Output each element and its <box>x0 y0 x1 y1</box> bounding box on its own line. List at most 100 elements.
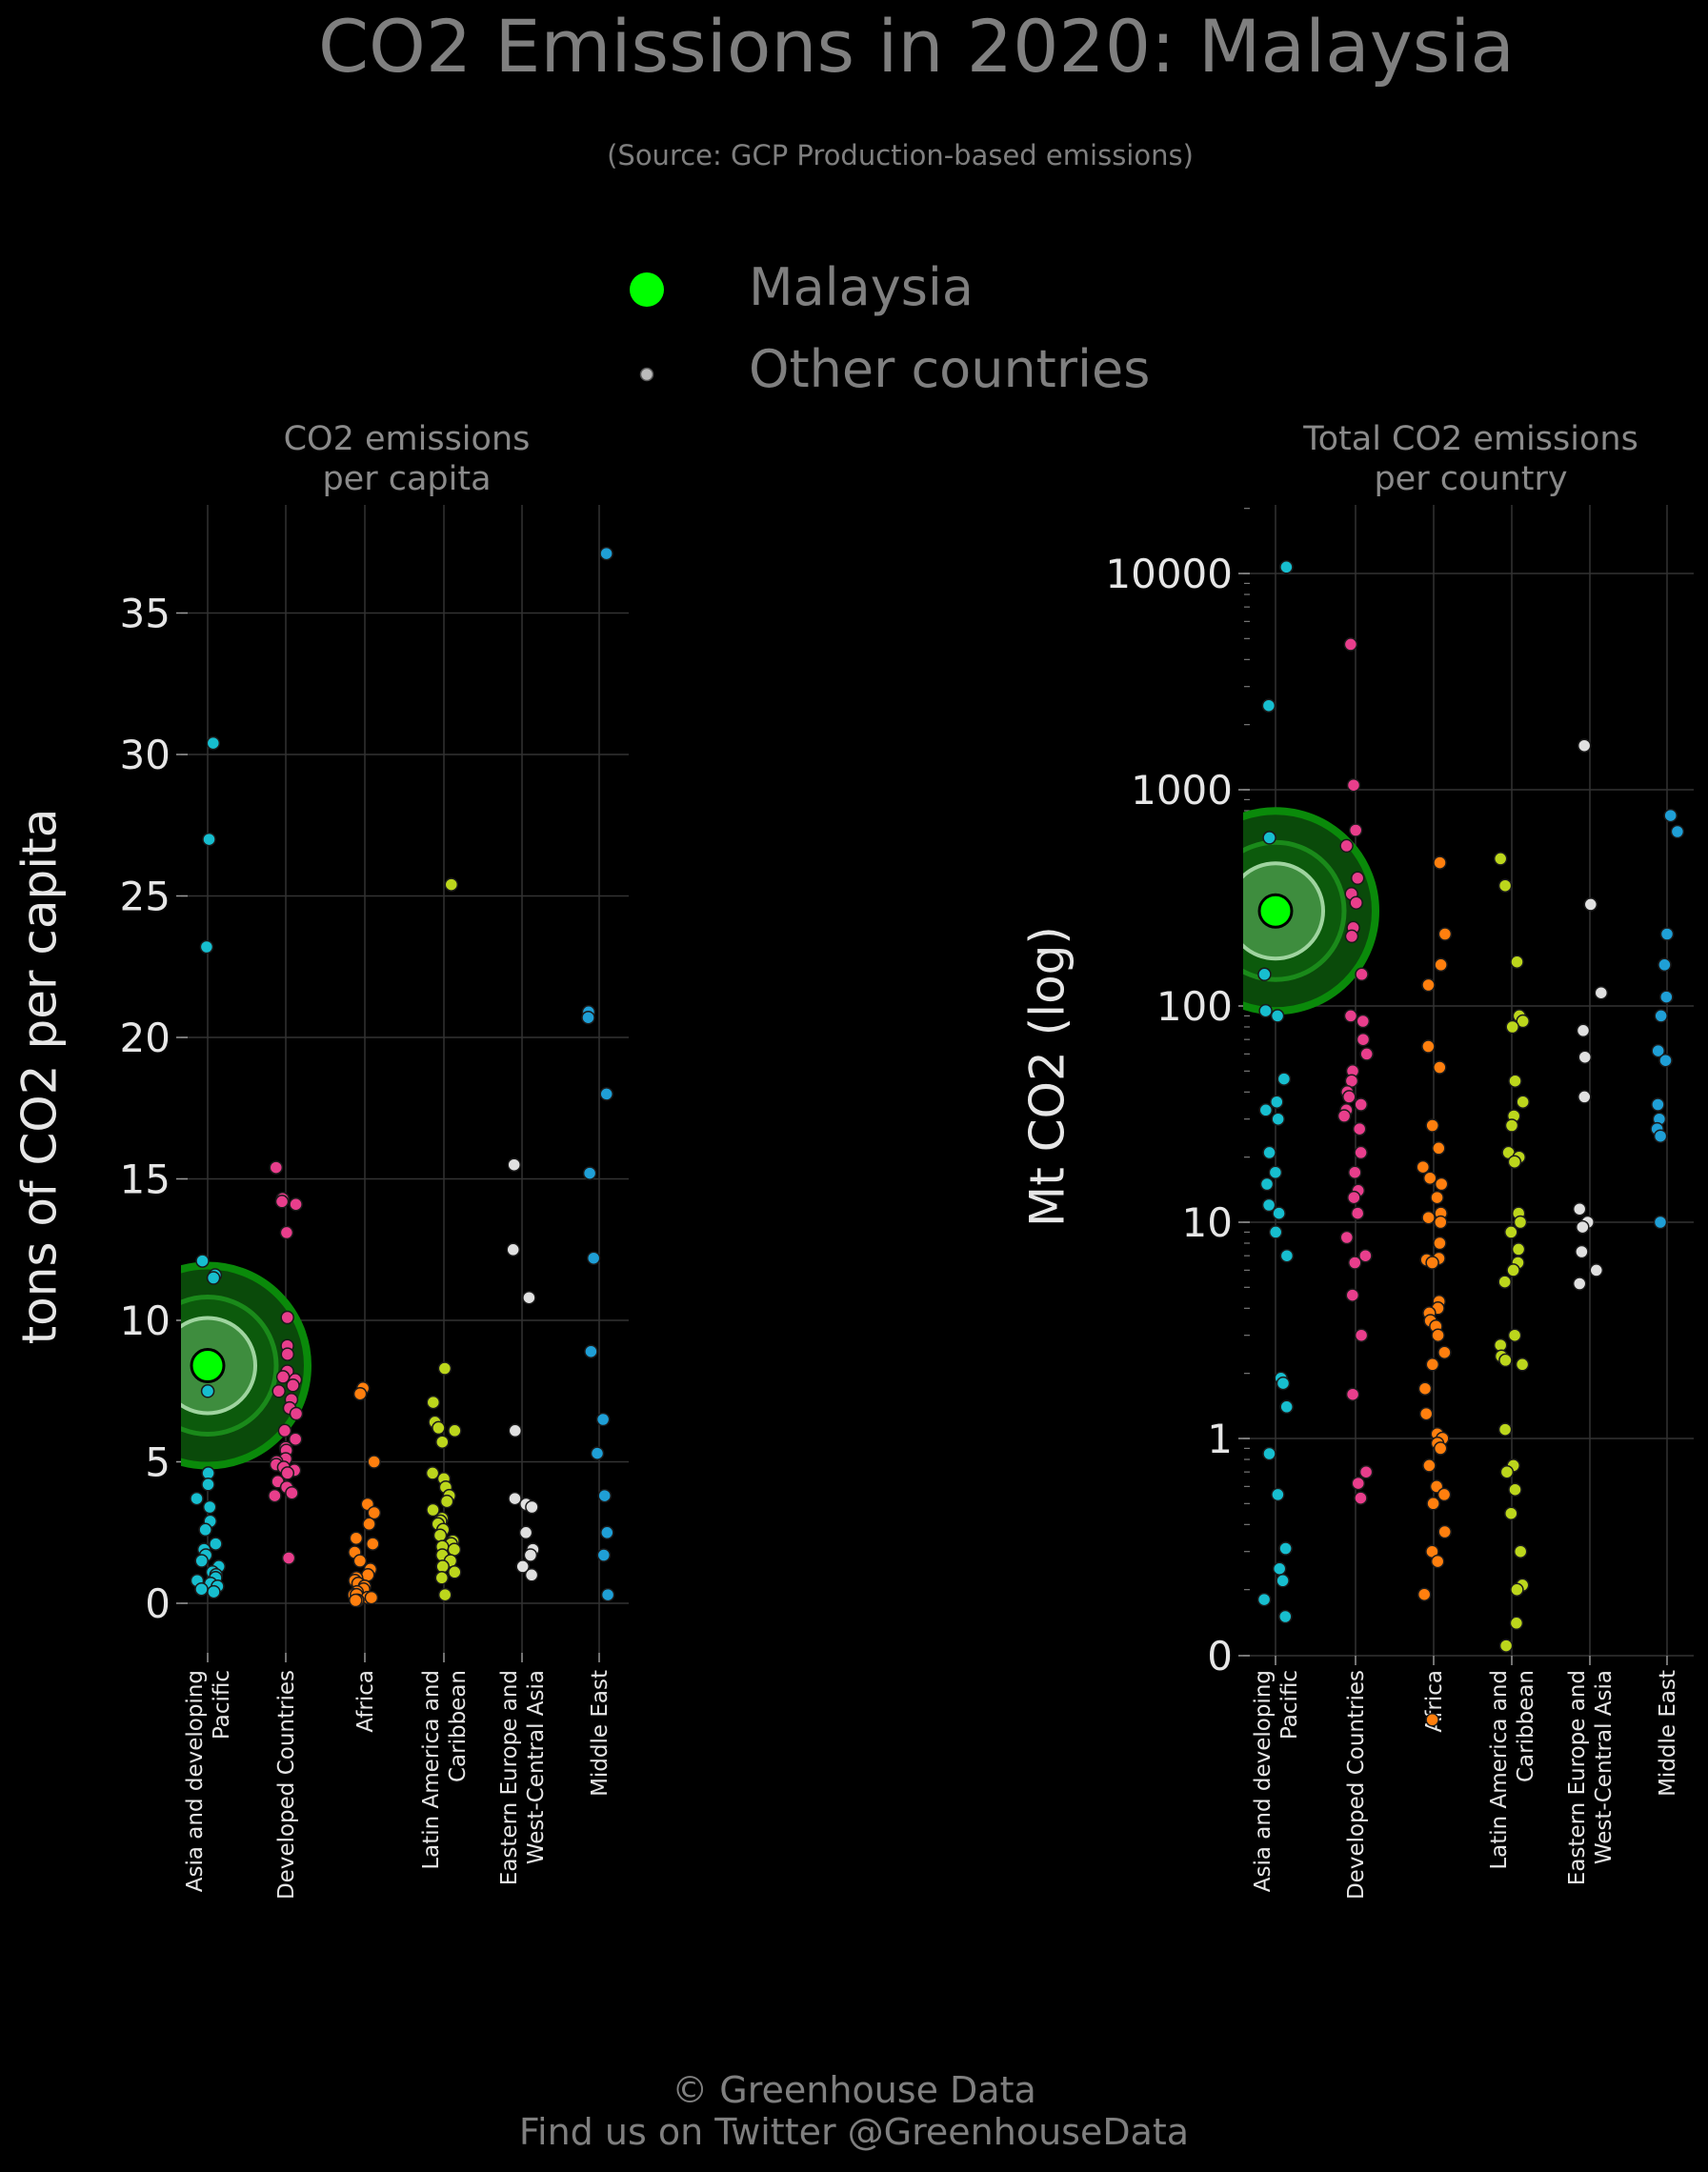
data-point <box>1504 1225 1518 1239</box>
data-point <box>439 1494 454 1509</box>
data-point <box>1437 1524 1452 1539</box>
y-tick-label: 25 <box>120 874 171 920</box>
data-point <box>1272 1206 1286 1220</box>
data-point <box>437 1361 452 1376</box>
data-point <box>1279 560 1294 574</box>
data-point <box>289 1406 304 1421</box>
data-point <box>508 1491 522 1506</box>
footer-twitter: Find us on Twitter @GreenhouseData <box>518 2111 1190 2153</box>
x-tick-label: Latin America andCaribbean <box>419 1670 471 1870</box>
y-axis-title: Mt CO2 (log) <box>1020 926 1075 1227</box>
data-point <box>1416 1159 1431 1175</box>
x-tick-label: Asia and developingPacific <box>183 1670 234 1892</box>
x-tick-label: Middle East <box>1656 1670 1680 1797</box>
data-point <box>600 1587 615 1602</box>
data-point <box>1348 1256 1362 1270</box>
y-axis-title: tons of CO2 per capita <box>12 809 68 1345</box>
data-point <box>425 1466 440 1480</box>
data-point <box>1279 1399 1294 1415</box>
data-point <box>285 1485 299 1500</box>
data-point <box>1576 1219 1590 1235</box>
data-point <box>1268 1225 1283 1239</box>
y-tick-label: 1 <box>1207 1416 1233 1462</box>
y-tick-label: 35 <box>120 591 171 637</box>
x-tick-label: Developed Countries <box>274 1670 299 1900</box>
data-point <box>590 1446 605 1460</box>
data-point <box>367 1505 382 1520</box>
y-tick-label: 10000 <box>1105 551 1233 597</box>
data-point <box>281 1551 296 1565</box>
data-point <box>515 1559 530 1574</box>
y-tick-label: 20 <box>120 1015 171 1061</box>
data-point <box>1348 823 1363 837</box>
data-point <box>1272 1561 1287 1576</box>
data-point <box>1336 1109 1352 1123</box>
data-point <box>190 1491 204 1506</box>
data-point <box>364 1590 379 1605</box>
data-point <box>1508 1482 1522 1497</box>
data-point <box>1497 878 1513 893</box>
data-point <box>1511 1242 1526 1257</box>
data-point <box>1354 1097 1368 1112</box>
data-point <box>1516 1095 1530 1109</box>
per-capita-chart: 0 5 10 15 20 25 30 35 tons of CO2 per capita Asia… <box>12 505 629 1900</box>
data-point <box>1433 1441 1448 1456</box>
data-point <box>1343 1009 1358 1023</box>
data-point <box>599 1087 613 1101</box>
data-point <box>194 1554 209 1568</box>
data-point <box>1433 855 1447 870</box>
data-point <box>1350 1206 1365 1220</box>
data-point <box>1572 1201 1587 1217</box>
data-point <box>1358 1248 1373 1263</box>
data-point <box>1433 1060 1447 1075</box>
data-point <box>1506 1263 1520 1277</box>
data-point <box>195 1254 210 1268</box>
data-point <box>524 1568 539 1582</box>
highlight-halo <box>181 1261 311 1470</box>
data-point <box>207 1584 221 1599</box>
data-point <box>1256 1592 1272 1607</box>
data-point <box>1426 1497 1440 1511</box>
data-point <box>1507 1328 1522 1342</box>
data-point <box>1498 1353 1513 1368</box>
data-point <box>1354 1491 1368 1505</box>
data-point <box>1508 1074 1522 1088</box>
data-point <box>1271 1112 1285 1126</box>
data-point <box>202 832 216 847</box>
data-point <box>286 1378 300 1393</box>
data-point <box>1425 1713 1439 1727</box>
x-tick-label: Eastern Europe andWest-Central Asia <box>1565 1670 1617 1885</box>
data-point <box>1507 1155 1522 1169</box>
data-point <box>1276 1574 1290 1588</box>
data-point <box>1499 1464 1515 1479</box>
data-point <box>1271 1487 1285 1502</box>
data-point <box>1270 1095 1284 1109</box>
data-point <box>1653 1215 1668 1230</box>
data-point <box>1576 1023 1591 1038</box>
data-point <box>1497 1422 1513 1437</box>
data-point <box>1658 957 1672 973</box>
data-point <box>280 1466 295 1480</box>
data-point <box>432 1528 448 1542</box>
data-point <box>1505 1019 1519 1035</box>
y-tick-label: 10 <box>1182 1199 1233 1246</box>
data-point <box>1498 1639 1514 1653</box>
data-point <box>1510 955 1524 969</box>
data-point <box>279 1225 294 1240</box>
data-point <box>1651 1043 1665 1058</box>
data-point <box>444 877 459 892</box>
data-point <box>1431 1328 1445 1342</box>
data-point <box>275 1370 291 1384</box>
data-point <box>1497 1275 1512 1289</box>
left-panel-title-line1: CO2 emissions <box>283 420 531 458</box>
x-tick-label: Africa <box>353 1670 378 1733</box>
data-point <box>1425 1358 1440 1372</box>
data-point <box>367 1455 381 1469</box>
data-point <box>1262 1446 1276 1461</box>
left-panel-title: CO2 emissions per capita <box>216 419 597 499</box>
data-point <box>595 1412 611 1427</box>
data-point <box>288 1432 303 1446</box>
data-point <box>362 1517 376 1532</box>
data-point <box>202 1499 217 1515</box>
